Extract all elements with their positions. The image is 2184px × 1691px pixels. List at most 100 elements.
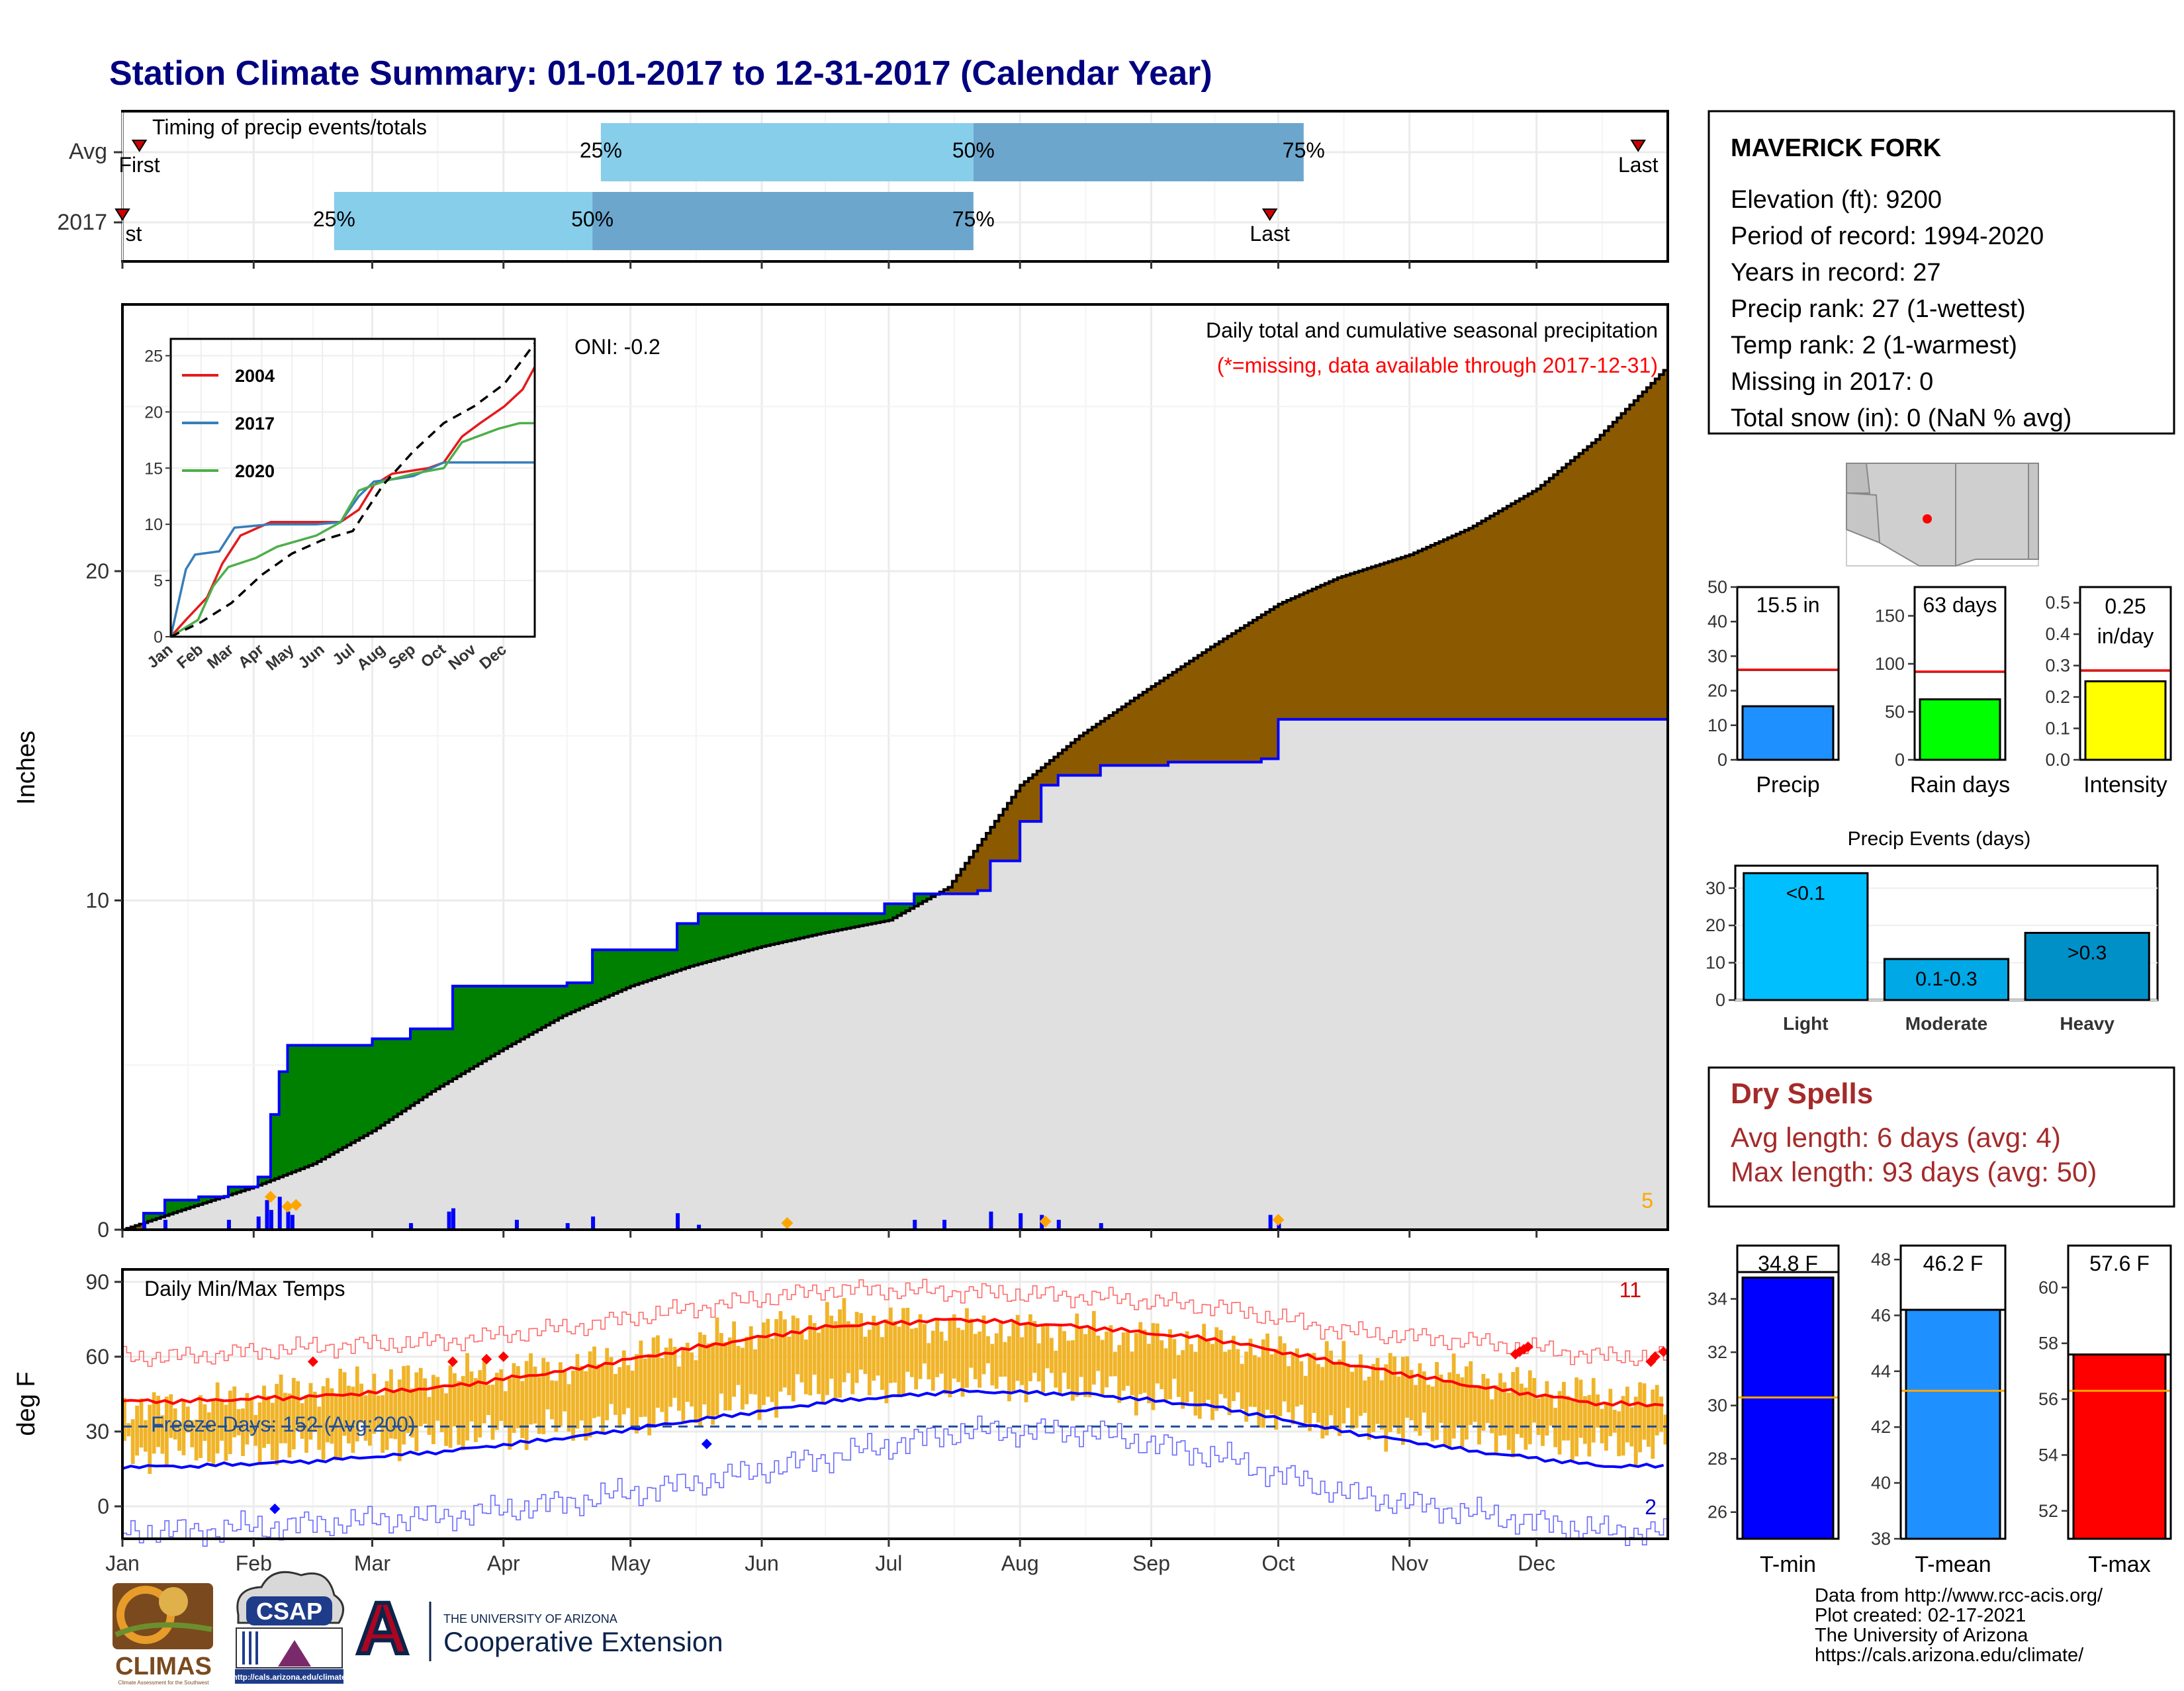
daily-temp-bar <box>1172 1339 1177 1379</box>
daily-temp-bar <box>1363 1380 1367 1413</box>
daily-temp-bar <box>253 1414 258 1446</box>
daily-temp-bar <box>672 1346 677 1398</box>
daily-temp-bar <box>660 1357 664 1412</box>
timing-2017-pct-2: 50% <box>571 207 614 231</box>
precip-total-value-label: 15.5 in <box>1756 593 1819 617</box>
temp-title: Daily Min/Max Temps <box>144 1277 345 1301</box>
daily-temp-bar <box>656 1335 660 1408</box>
daily-temp-bar <box>224 1404 228 1461</box>
daily-temp-bar <box>727 1337 732 1411</box>
daily-temp-bar <box>1536 1398 1541 1436</box>
daily-precip-bar <box>1268 1214 1273 1230</box>
daily-temp-bar <box>1511 1372 1516 1458</box>
daily-temp-bar <box>461 1376 465 1451</box>
daily-temp-bar <box>1583 1396 1587 1444</box>
daily-temp-bar <box>605 1348 610 1420</box>
snow-marker <box>781 1217 794 1230</box>
daily-temp-bar <box>1396 1376 1401 1434</box>
daily-temp-bar <box>1269 1354 1274 1414</box>
daily-temp-bar <box>338 1369 343 1459</box>
daily-temp-bar <box>668 1338 673 1407</box>
dry-spells-box: Dry Spells Avg length: 6 days (avg: 4) M… <box>1707 1066 2175 1208</box>
daily-temp-bar <box>1024 1323 1028 1402</box>
timing-2017-first-marker <box>114 208 130 221</box>
intensity-y-tick-label: 0.3 <box>2045 656 2070 676</box>
daily-temp-bar <box>719 1333 723 1394</box>
daily-temp-bar <box>761 1322 766 1405</box>
daily-temp-bar <box>1502 1382 1507 1436</box>
record-high-line <box>122 1279 1668 1367</box>
daily-temp-bar <box>1274 1349 1278 1430</box>
daily-temp-bar <box>465 1353 469 1441</box>
daily-temp-bar <box>986 1336 990 1363</box>
daily-temp-bar <box>1473 1387 1477 1422</box>
daily-precip-bar <box>163 1220 167 1230</box>
daily-temp-bar <box>1218 1330 1223 1394</box>
daily-temp-bar <box>647 1353 652 1436</box>
daily-temp-bar <box>482 1359 486 1424</box>
daily-temp-bar <box>266 1396 271 1444</box>
month-tick-label: Feb <box>236 1551 272 1575</box>
daily-temp-bar <box>939 1332 944 1374</box>
precip-events-title: Precip Events (days) <box>1848 828 2031 850</box>
temp-y-tick-label: 0 <box>97 1494 109 1518</box>
daily-temp-bar <box>791 1315 796 1402</box>
daily-temp-bar <box>711 1342 715 1425</box>
daily-temp-bar <box>537 1377 541 1434</box>
daily-temp-bar <box>1299 1361 1304 1405</box>
daily-temp-bar <box>766 1318 770 1397</box>
daily-temp-bar <box>1320 1367 1325 1439</box>
t-min-value-label: 34.8 F <box>1758 1252 1818 1275</box>
daily-temp-bar <box>432 1375 435 1445</box>
daily-temp-bar <box>609 1357 614 1404</box>
temp-y-tick-label: 90 <box>85 1270 109 1294</box>
events-bar-label: <0.1 <box>1786 882 1825 904</box>
t-min-y-tick-label: 26 <box>1707 1502 1727 1522</box>
station-missing: Missing in 2017: 0 <box>1731 368 1933 396</box>
daily-temp-bar <box>1527 1370 1532 1445</box>
daily-temp-bar <box>1045 1325 1050 1369</box>
daily-temp-bar <box>749 1326 753 1394</box>
daily-temp-bar <box>291 1377 296 1449</box>
daily-temp-bar <box>757 1337 762 1420</box>
daily-precip-bar <box>142 1221 146 1230</box>
daily-temp-bar <box>639 1340 643 1418</box>
daily-precip-bar <box>290 1214 295 1230</box>
daily-temp-bar <box>1409 1369 1414 1420</box>
snow-marker <box>264 1191 277 1203</box>
precip-total-y-tick-label: 0 <box>1717 750 1727 770</box>
record-high-marker <box>1658 1346 1669 1357</box>
daily-temp-bar <box>1227 1349 1232 1416</box>
daily-temp-bar <box>960 1330 965 1397</box>
events-category-label: Light <box>1783 1013 1828 1034</box>
daily-temp-bar <box>1359 1354 1363 1416</box>
daily-temp-bar <box>397 1379 402 1461</box>
daily-temp-bar <box>312 1391 317 1432</box>
timing-bar-2017-q3 <box>592 192 974 250</box>
events-category-label: Moderate <box>1905 1013 1987 1034</box>
main-y-axis-label: Inches <box>13 731 40 805</box>
daily-temp-bar <box>1032 1321 1037 1373</box>
rain-days-bar <box>1919 698 2001 761</box>
t-mean-y-tick-label: 40 <box>1871 1473 1891 1493</box>
daily-temp-bar <box>1028 1314 1032 1382</box>
dry-spells-avg: Avg length: 6 days (avg: 4) <box>1731 1122 2061 1153</box>
daily-temp-bar <box>994 1333 999 1389</box>
rain-days-category-label: Rain days <box>1910 772 2010 798</box>
daily-temp-bar <box>1138 1322 1143 1394</box>
daily-temp-bar <box>1257 1357 1261 1428</box>
daily-temp-bar <box>1121 1332 1126 1391</box>
precip-total-y-tick-label: 40 <box>1707 612 1727 631</box>
daily-temp-bar <box>508 1378 512 1450</box>
daily-temp-bar <box>376 1395 381 1428</box>
daily-temp-bar <box>1248 1338 1253 1407</box>
daily-temp-bar <box>1574 1377 1579 1457</box>
daily-precip-bar <box>1056 1220 1061 1230</box>
daily-temp-bar <box>1655 1385 1659 1436</box>
daily-temp-bar <box>130 1419 135 1465</box>
daily-precip-bar <box>286 1211 291 1230</box>
daily-temp-bar <box>571 1370 575 1441</box>
daily-temp-bar <box>1515 1367 1520 1434</box>
daily-temp-bar <box>651 1337 656 1426</box>
daily-temp-bar <box>1524 1387 1528 1450</box>
